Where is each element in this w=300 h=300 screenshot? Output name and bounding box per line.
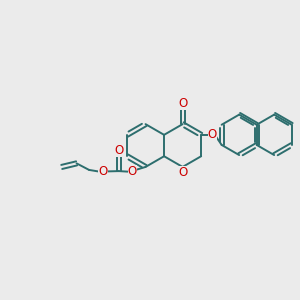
Text: O: O: [178, 166, 187, 179]
Text: O: O: [178, 97, 187, 110]
Text: O: O: [114, 144, 123, 157]
Text: O: O: [98, 165, 108, 178]
Text: O: O: [208, 128, 217, 141]
Text: O: O: [128, 165, 137, 178]
